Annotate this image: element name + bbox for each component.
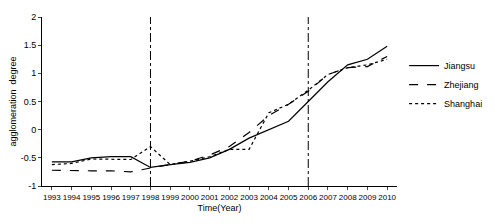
svg-text:0: 0 — [31, 125, 36, 135]
svg-text:1993: 1993 — [43, 193, 61, 202]
svg-text:2005: 2005 — [280, 193, 298, 202]
svg-text:2: 2 — [31, 12, 36, 22]
svg-text:0.5: 0.5 — [24, 97, 37, 107]
svg-text:1998: 1998 — [142, 193, 160, 202]
svg-text:2002: 2002 — [220, 193, 238, 202]
svg-text:2009: 2009 — [359, 193, 377, 202]
svg-text:Shanghai: Shanghai — [444, 99, 482, 109]
svg-text:1.5: 1.5 — [24, 40, 37, 50]
svg-text:Jiangsu: Jiangsu — [444, 61, 475, 71]
svg-text:-0.5: -0.5 — [21, 153, 37, 163]
svg-text:2006: 2006 — [299, 193, 317, 202]
svg-text:1994: 1994 — [63, 193, 81, 202]
svg-text:2008: 2008 — [339, 193, 357, 202]
svg-text:1: 1 — [31, 68, 36, 78]
svg-text:2000: 2000 — [181, 193, 199, 202]
svg-text:Zhejiang: Zhejiang — [444, 80, 479, 90]
svg-text:1999: 1999 — [161, 193, 179, 202]
svg-text:1997: 1997 — [122, 193, 140, 202]
svg-text:2007: 2007 — [319, 193, 337, 202]
svg-text:Time(Year): Time(Year) — [198, 203, 242, 213]
svg-text:2004: 2004 — [260, 193, 278, 202]
svg-text:1995: 1995 — [82, 193, 100, 202]
svg-text:2001: 2001 — [201, 193, 219, 202]
svg-text:agglomeration degree: agglomeration degree — [8, 56, 18, 146]
svg-text:1996: 1996 — [102, 193, 120, 202]
svg-text:-1: -1 — [28, 181, 36, 191]
svg-text:2010: 2010 — [378, 193, 396, 202]
svg-text:2003: 2003 — [240, 193, 258, 202]
